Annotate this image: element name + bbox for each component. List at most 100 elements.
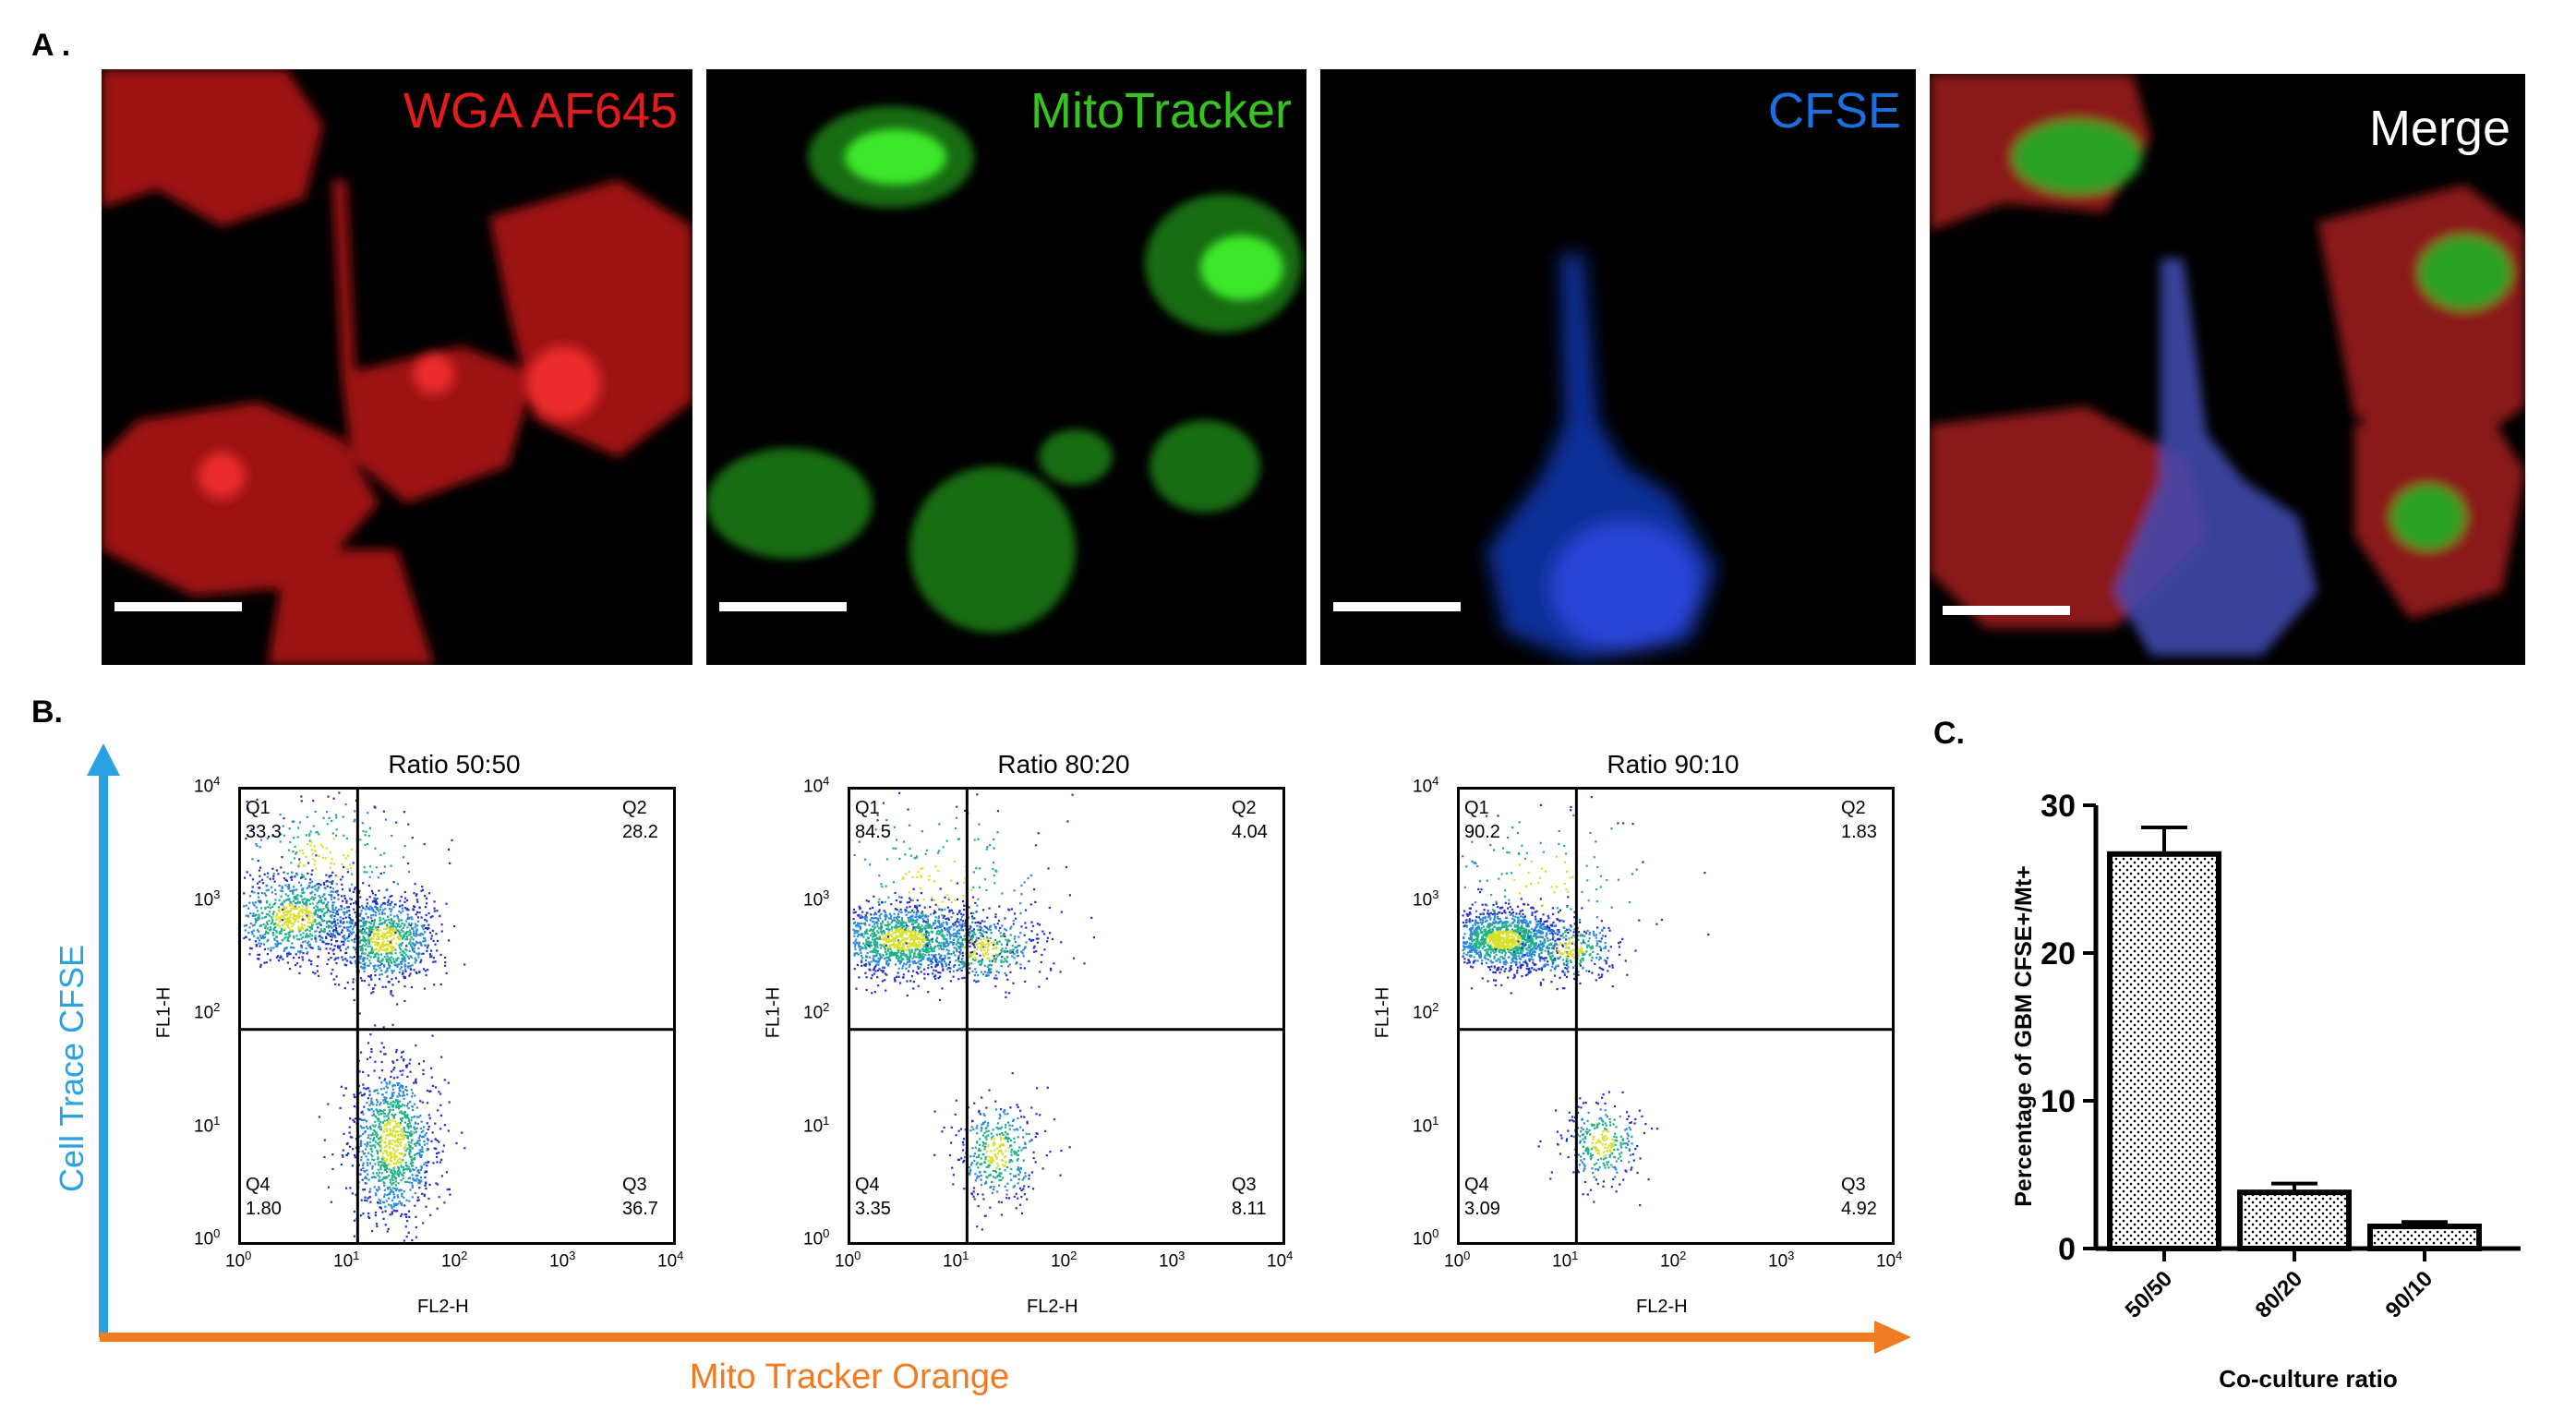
facs-event-dot bbox=[415, 1130, 417, 1133]
facs-event-dot bbox=[893, 946, 896, 948]
facs-event-dot bbox=[333, 863, 336, 865]
facs-event-dot bbox=[331, 887, 334, 890]
facs-event-dot bbox=[394, 977, 398, 980]
facs-event-dot bbox=[396, 1076, 399, 1079]
facs-event-dot bbox=[279, 840, 282, 843]
facs-event-dot bbox=[909, 956, 911, 959]
facs-event-dot bbox=[439, 1092, 442, 1095]
facs-event-dot bbox=[906, 933, 909, 935]
facs-event-dot bbox=[878, 968, 881, 971]
facs-event-dot bbox=[865, 941, 869, 944]
facs-event-dot bbox=[432, 957, 435, 959]
facs-event-dot bbox=[366, 1102, 368, 1104]
facs-event-dot bbox=[309, 830, 312, 833]
facs-event-dot bbox=[879, 930, 882, 933]
facs-event-dot bbox=[395, 1051, 398, 1054]
facs-event-dot bbox=[377, 932, 379, 935]
facs-event-dot bbox=[371, 1132, 374, 1135]
facs-event-dot bbox=[291, 946, 294, 949]
facs-event-dot bbox=[1000, 1149, 1003, 1152]
facs-event-dot bbox=[917, 961, 920, 964]
facs-event-dot bbox=[936, 925, 939, 928]
facs-event-dot bbox=[1046, 940, 1049, 943]
facs-event-dot bbox=[386, 935, 389, 938]
facs-event-dot bbox=[328, 816, 331, 819]
facs-event-dot bbox=[940, 958, 944, 960]
facs-event-dot bbox=[245, 935, 247, 938]
facs-event-dot bbox=[392, 1174, 395, 1177]
facs-event-dot bbox=[323, 883, 326, 886]
facs-event-dot bbox=[1025, 1132, 1028, 1135]
facs-event-dot bbox=[416, 920, 420, 923]
facs-event-dot bbox=[343, 921, 345, 923]
facs-event-dot bbox=[305, 900, 307, 903]
facs-event-dot bbox=[369, 962, 372, 965]
facs-event-dot bbox=[1068, 1146, 1071, 1149]
facs-event-dot bbox=[296, 937, 299, 941]
x-tick-label: 104 bbox=[657, 1249, 684, 1272]
facs-event-dot bbox=[937, 925, 941, 928]
facs-event-dot bbox=[343, 938, 346, 941]
facs-event-dot bbox=[865, 946, 868, 948]
facs-event-dot bbox=[364, 962, 367, 965]
facs-event-dot bbox=[957, 941, 959, 944]
facs-event-dot bbox=[410, 1095, 414, 1098]
facs-event-dot bbox=[1017, 1168, 1019, 1171]
facs-event-dot bbox=[404, 965, 407, 968]
facs-event-dot bbox=[383, 1116, 386, 1118]
facs-event-dot bbox=[320, 918, 323, 922]
facs-event-dot bbox=[390, 913, 392, 916]
facs-event-dot bbox=[420, 889, 423, 892]
facs-event-dot bbox=[396, 1210, 399, 1213]
facs-event-dot bbox=[392, 1169, 395, 1172]
facs-event-dot bbox=[261, 917, 264, 920]
facs-event-dot bbox=[301, 905, 304, 908]
facs-event-dot bbox=[874, 921, 877, 923]
facs-event-dot bbox=[409, 1132, 412, 1135]
facs-event-dot bbox=[270, 947, 272, 949]
facs-event-dot bbox=[897, 972, 899, 974]
facs-event-dot bbox=[371, 1144, 374, 1147]
facs-event-dot bbox=[963, 908, 966, 911]
facs-event-dot bbox=[895, 975, 898, 978]
facs-event-dot bbox=[295, 852, 297, 855]
facs-event-dot bbox=[351, 1136, 354, 1139]
facs-event-dot bbox=[390, 935, 392, 937]
facs-event-dot bbox=[993, 977, 996, 980]
facs-event-dot bbox=[897, 959, 900, 961]
facs-event-dot bbox=[393, 1172, 396, 1175]
facs-event-dot bbox=[403, 934, 405, 936]
facs-event-dot bbox=[253, 935, 256, 937]
facs-event-dot bbox=[422, 1068, 425, 1071]
facs-event-dot bbox=[353, 888, 356, 891]
facs-event-dot bbox=[942, 968, 945, 971]
facs-event-dot bbox=[944, 945, 946, 948]
facs-event-dot bbox=[416, 1140, 419, 1142]
facs-event-dot bbox=[388, 1147, 391, 1150]
facs-event-dot bbox=[307, 862, 310, 864]
facs-event-dot bbox=[367, 1164, 369, 1166]
facs-event-dot bbox=[293, 935, 295, 938]
facs-event-dot bbox=[1016, 946, 1018, 948]
facs-event-dot bbox=[369, 1138, 372, 1140]
facs-event-dot bbox=[243, 905, 246, 908]
facs-event-dot bbox=[894, 979, 897, 982]
facs-event-dot bbox=[335, 816, 338, 819]
facs-event-dot bbox=[427, 923, 430, 926]
quadrant-name: Q4 bbox=[246, 1175, 271, 1195]
facs-event-dot bbox=[1017, 954, 1020, 957]
facs-event-dot bbox=[360, 1118, 363, 1121]
facs-event-dot bbox=[948, 937, 952, 940]
facs-event-dot bbox=[379, 967, 381, 970]
facs-event-dot bbox=[393, 1140, 397, 1143]
facs-event-dot bbox=[295, 898, 297, 900]
facs-event-dot bbox=[376, 902, 379, 905]
facs-event-dot bbox=[885, 973, 888, 976]
facs-event-dot bbox=[303, 919, 306, 922]
facs-event-dot bbox=[316, 902, 319, 905]
facs-event-dot bbox=[443, 1201, 446, 1204]
facs-event-dot bbox=[378, 957, 380, 959]
facs-event-dot bbox=[395, 1122, 398, 1125]
facs-event-dot bbox=[351, 920, 354, 923]
facs-event-dot bbox=[940, 929, 943, 932]
